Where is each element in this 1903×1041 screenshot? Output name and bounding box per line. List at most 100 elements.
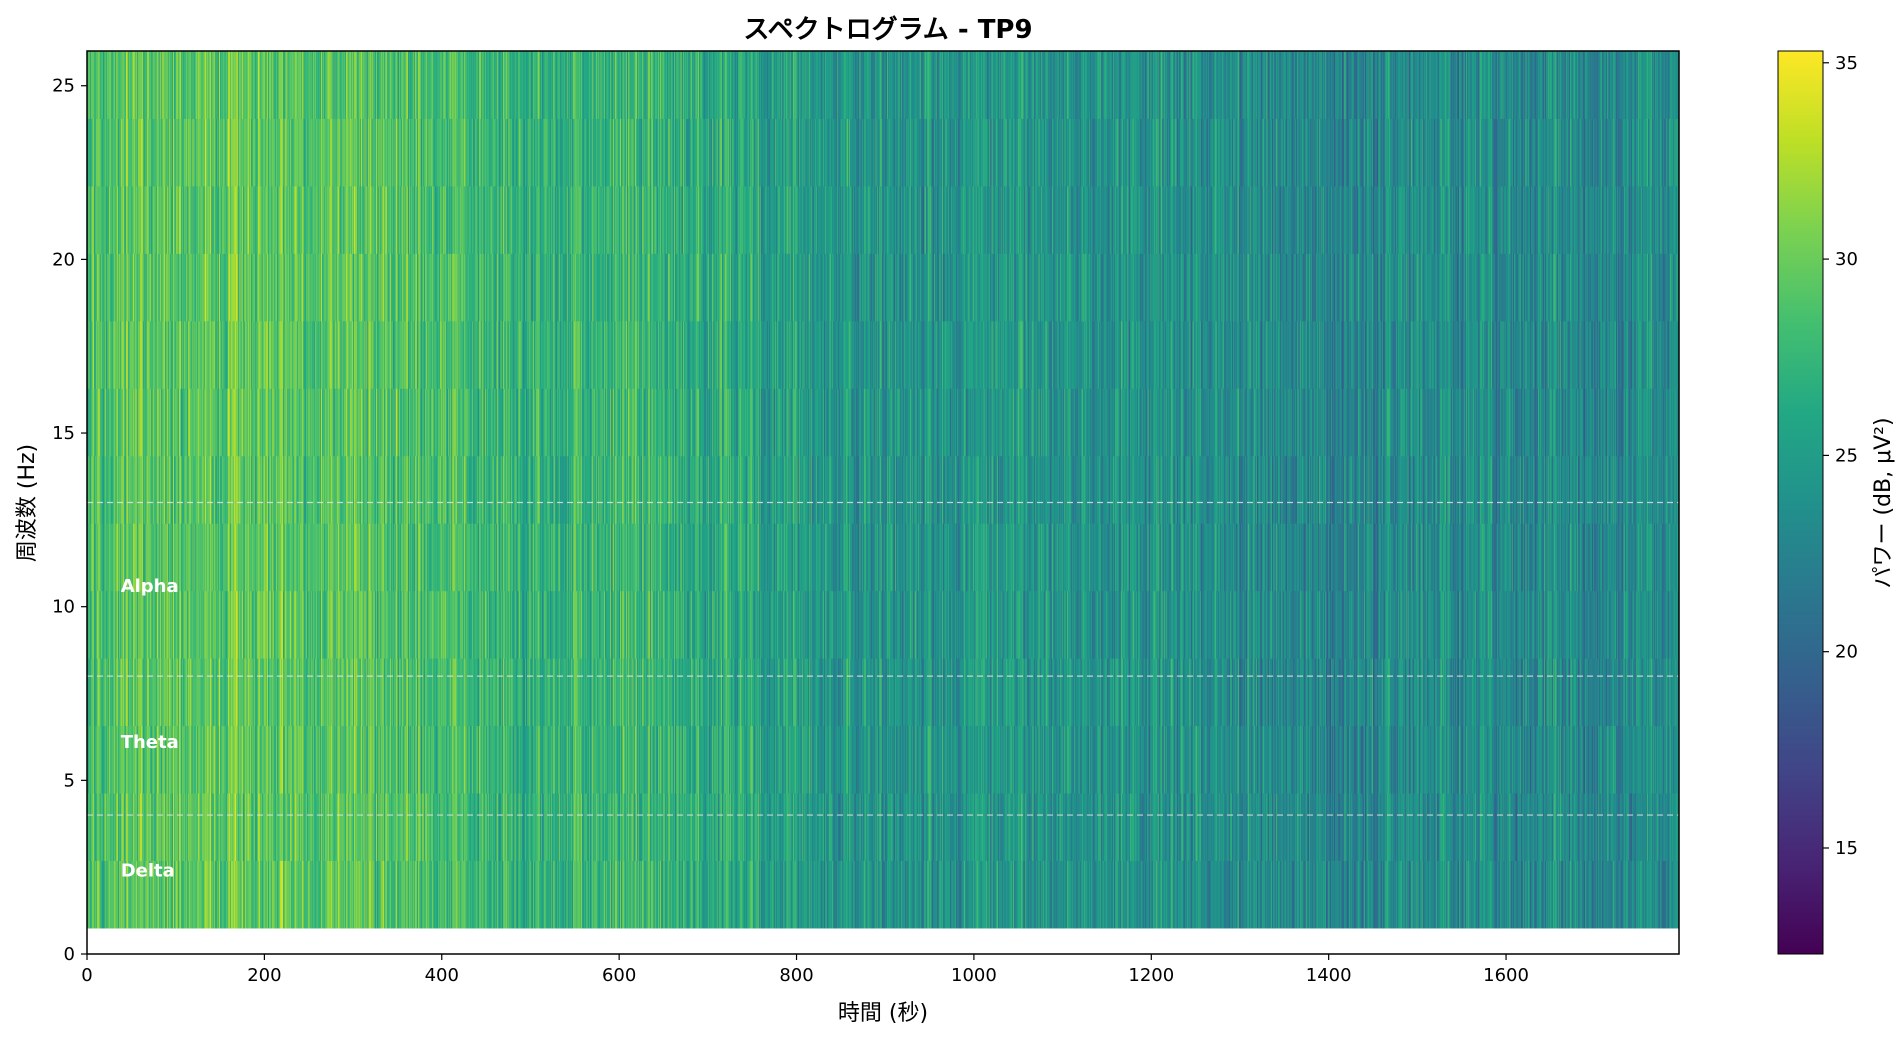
heatmap-cell: [244, 185, 247, 254]
heatmap-cell: [358, 320, 360, 389]
heatmap-cell: [233, 388, 235, 457]
heatmap-cell: [241, 793, 243, 861]
heatmap-cell: [249, 793, 251, 861]
heatmap-cell: [283, 455, 285, 524]
heatmap-cell: [225, 590, 227, 659]
heatmap-cell: [107, 388, 109, 457]
heatmap-cell: [305, 590, 307, 659]
heatmap-cell: [269, 658, 271, 727]
heatmap-cell: [101, 455, 103, 524]
heatmap-cell: [103, 253, 106, 322]
heatmap-cell: [275, 455, 277, 524]
heatmap-cell: [300, 118, 303, 187]
heatmap-cell: [260, 253, 263, 322]
heatmap-cell: [273, 185, 275, 254]
heatmap-cell: [229, 793, 232, 861]
heatmap-cell: [191, 523, 193, 592]
heatmap-cell: [93, 860, 95, 929]
heatmap-cell: [212, 455, 215, 524]
heatmap-cell: [337, 658, 340, 727]
heatmap-cell: [389, 320, 391, 389]
heatmap-cell: [314, 320, 316, 389]
heatmap-cell: [162, 185, 164, 254]
heatmap-cell: [97, 793, 99, 861]
heatmap-cell: [224, 725, 226, 794]
heatmap-cell: [322, 320, 325, 389]
heatmap-cell: [363, 523, 366, 592]
heatmap-cell: [378, 658, 381, 727]
heatmap-cell: [336, 253, 338, 322]
heatmap-cell: [182, 793, 185, 861]
heatmap-cell: [259, 118, 262, 187]
heatmap-cell: [146, 455, 148, 524]
heatmap-cell: [143, 793, 146, 861]
heatmap-cell: [275, 388, 278, 457]
heatmap-cell: [165, 118, 167, 187]
heatmap-cell: [324, 793, 326, 861]
heatmap-cell: [328, 320, 330, 389]
heatmap-cell: [217, 320, 219, 389]
heatmap-cell: [354, 253, 357, 322]
heatmap-cell: [339, 725, 342, 794]
heatmap-cell: [332, 455, 334, 524]
heatmap-cell: [332, 185, 334, 254]
heatmap-cell: [311, 523, 313, 592]
heatmap-cell: [300, 860, 303, 929]
heatmap-cell: [264, 320, 266, 389]
heatmap-cell: [382, 455, 384, 524]
heatmap-cell: [138, 725, 140, 794]
heatmap-cell: [274, 185, 276, 254]
heatmap-cell: [132, 253, 134, 322]
heatmap-cell: [356, 725, 358, 794]
heatmap-cell: [284, 793, 287, 861]
heatmap-cell: [263, 658, 265, 727]
heatmap-cell: [222, 320, 224, 389]
heatmap-cell: [368, 523, 370, 592]
heatmap-cell: [193, 185, 195, 254]
heatmap-cell: [175, 793, 177, 861]
heatmap-cell: [166, 523, 169, 592]
heatmap-cell: [389, 185, 391, 254]
heatmap-cell: [201, 51, 203, 119]
heatmap-cell: [100, 523, 102, 592]
heatmap-cell: [110, 725, 113, 794]
heatmap-cell: [299, 185, 302, 254]
heatmap-cell: [262, 793, 264, 861]
heatmap-cell: [96, 860, 99, 929]
heatmap-cell: [224, 388, 226, 457]
heatmap-cell: [332, 590, 334, 659]
heatmap-cell: [309, 725, 311, 794]
heatmap-cell: [193, 118, 195, 187]
heatmap-cell: [268, 793, 271, 861]
heatmap-cell: [131, 253, 133, 322]
heatmap-cell: [313, 523, 315, 592]
heatmap-cell: [369, 118, 371, 187]
heatmap-cell: [364, 523, 366, 592]
heatmap-cell: [201, 523, 203, 592]
heatmap-cell: [323, 320, 326, 389]
heatmap-cell: [187, 590, 189, 659]
heatmap-cell: [194, 185, 196, 254]
heatmap-cell: [257, 523, 259, 592]
heatmap-cell: [306, 253, 309, 322]
heatmap-cell: [100, 793, 102, 861]
heatmap-cell: [177, 320, 179, 389]
heatmap-cell: [312, 455, 314, 524]
heatmap-cell: [188, 455, 191, 524]
heatmap-cell: [369, 590, 372, 659]
heatmap-cell: [356, 793, 358, 861]
heatmap-cell: [144, 455, 146, 524]
heatmap-cell: [115, 523, 117, 592]
heatmap-cell: [196, 320, 199, 389]
heatmap-cell: [348, 320, 350, 389]
heatmap-cell: [171, 658, 173, 727]
heatmap-cell: [220, 388, 223, 457]
heatmap-cell: [93, 388, 95, 457]
heatmap-cell: [264, 455, 266, 524]
heatmap-cell: [212, 590, 214, 659]
heatmap-cell: [149, 253, 151, 322]
heatmap-cell: [279, 118, 281, 187]
heatmap-cell: [365, 320, 367, 389]
heatmap-cell: [258, 388, 260, 457]
heatmap-cell: [367, 590, 369, 659]
